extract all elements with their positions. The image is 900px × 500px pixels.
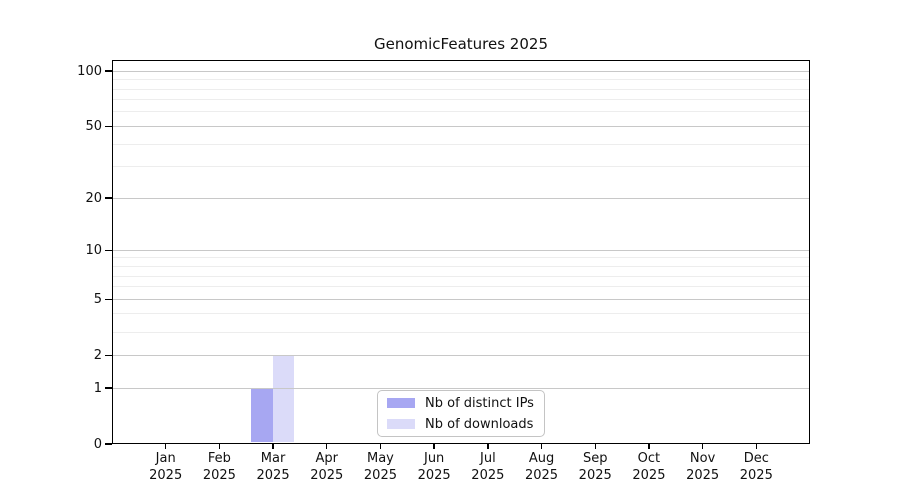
y-axis-tick	[105, 70, 112, 71]
bar-distinct-ips-mar	[251, 388, 273, 442]
y-gridline-minor	[113, 111, 809, 112]
y-axis-tick	[105, 197, 112, 198]
y-tick-label: 2	[42, 348, 102, 363]
y-tick-label: 0	[42, 437, 102, 452]
legend-swatch-downloads	[387, 419, 415, 429]
y-axis-tick	[105, 387, 112, 388]
y-gridline-minor	[113, 166, 809, 167]
y-tick-label: 50	[42, 119, 102, 134]
plot-area	[112, 60, 810, 444]
legend-label-downloads: Nb of downloads	[425, 417, 533, 432]
bar-downloads-mar	[273, 355, 295, 442]
legend-item-downloads: Nb of downloads	[387, 417, 535, 432]
x-axis-tick	[487, 444, 488, 449]
y-gridline-major	[113, 299, 809, 300]
legend: Nb of distinct IPs Nb of downloads	[377, 390, 545, 437]
y-gridline-minor	[113, 79, 809, 80]
y-axis-tick	[105, 355, 112, 356]
y-gridline-major	[113, 198, 809, 199]
y-gridline-minor	[113, 313, 809, 314]
legend-swatch-distinct-ips	[387, 398, 415, 408]
y-tick-label: 20	[42, 191, 102, 206]
y-gridline-minor	[113, 257, 809, 258]
y-gridline-minor	[113, 332, 809, 333]
x-axis-tick	[380, 444, 381, 449]
x-axis-tick	[165, 444, 166, 449]
y-axis-tick	[105, 299, 112, 300]
y-gridline-minor	[113, 89, 809, 90]
legend-item-distinct-ips: Nb of distinct IPs	[387, 396, 535, 411]
y-gridline-minor	[113, 276, 809, 277]
x-axis-tick	[595, 444, 596, 449]
y-axis-tick	[105, 443, 112, 444]
y-gridline-major	[113, 250, 809, 251]
y-gridline-minor	[113, 99, 809, 100]
x-axis-tick	[433, 444, 434, 449]
y-tick-label: 5	[42, 292, 102, 307]
y-gridline-minor	[113, 286, 809, 287]
y-axis-tick	[105, 126, 112, 127]
x-axis-tick	[756, 444, 757, 449]
x-axis-tick	[219, 444, 220, 449]
y-gridline-major	[113, 388, 809, 389]
y-gridline-major	[113, 71, 809, 72]
x-axis-tick	[272, 444, 273, 449]
x-axis-tick	[541, 444, 542, 449]
y-gridline-major	[113, 126, 809, 127]
legend-label-distinct-ips: Nb of distinct IPs	[425, 396, 534, 411]
y-axis-tick	[105, 250, 112, 251]
figure: GenomicFeatures 2025 Nb of distinct IPs …	[0, 0, 900, 500]
y-tick-label: 10	[42, 243, 102, 258]
y-gridline-minor	[113, 266, 809, 267]
y-gridline-major	[113, 355, 809, 356]
y-tick-label: 100	[42, 64, 102, 79]
x-axis-tick	[702, 444, 703, 449]
x-axis-tick	[648, 444, 649, 449]
x-tick-label: Dec 2025	[724, 450, 788, 484]
chart-title: GenomicFeatures 2025	[112, 35, 810, 53]
y-tick-label: 1	[42, 381, 102, 396]
x-axis-tick	[326, 444, 327, 449]
y-gridline-minor	[113, 144, 809, 145]
